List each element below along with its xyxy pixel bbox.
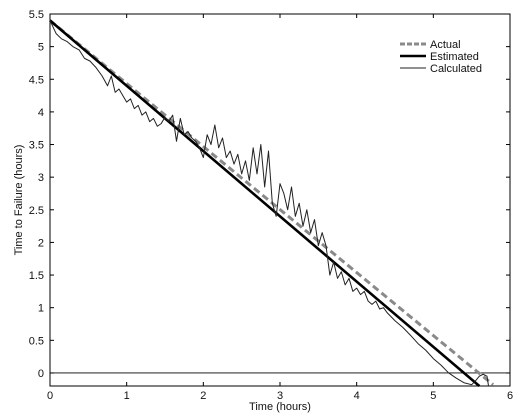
y-tick-label: 3 [38,172,44,184]
x-tick-label: 2 [200,390,206,402]
y-tick-label: 3.5 [29,140,44,152]
x-tick-label: 4 [354,390,360,402]
y-axis-label: Time to Failure (hours) [13,145,25,256]
legend-label-actual: Actual [430,39,461,51]
x-axis-label: Time (hours) [249,401,311,413]
y-tick-label: 0 [38,368,44,380]
x-tick-label: 0 [47,390,53,402]
axis-ticks [49,13,511,386]
y-tick-label: 1 [38,303,44,315]
series-line-estimated [49,19,481,387]
x-tick-label: 6 [507,390,513,402]
y-tick-label: 4 [38,107,44,119]
legend-label-calculated: Calculated [430,63,482,75]
y-tick-label: 2 [38,237,44,249]
y-tick-labels: 0 0.5 1 1.5 2 2.5 3 3.5 4 4.5 5 5.5 [29,9,44,380]
y-tick-label: 1.5 [29,270,44,282]
x-tick-label: 3 [277,390,283,402]
series-layer [49,19,495,387]
y-tick-label: 4.5 [29,74,44,86]
x-tick-label: 5 [430,390,436,402]
y-tick-label: 0.5 [29,335,44,347]
x-tick-labels: 0 1 2 3 4 5 6 [47,390,513,402]
x-tick-label: 1 [124,390,130,402]
y-tick-label: 5.5 [29,9,44,21]
y-tick-label: 5 [38,42,44,54]
series-line-calculated [49,20,490,387]
legend-label-estimated: Estimated [430,51,479,63]
y-tick-label: 2.5 [29,205,44,217]
series-line-actual [49,19,495,386]
